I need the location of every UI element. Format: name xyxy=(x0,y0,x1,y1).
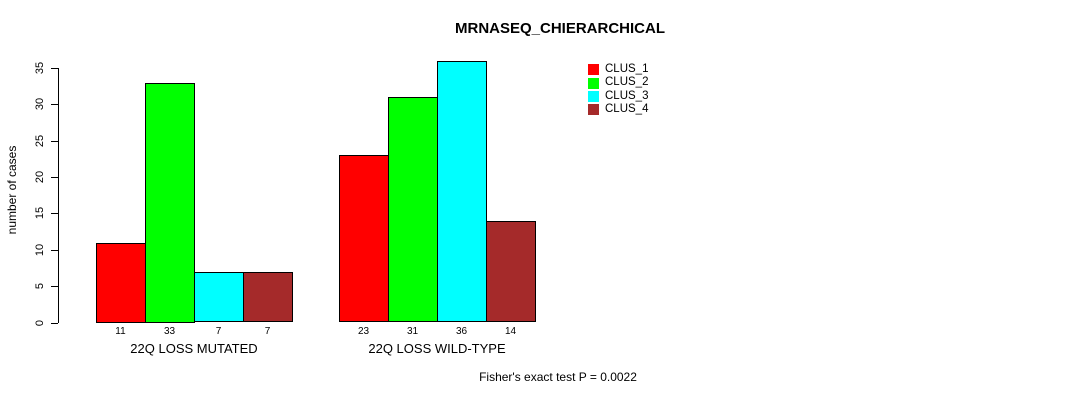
y-tick-mark xyxy=(51,140,58,142)
legend-swatch-clus_4 xyxy=(588,104,599,116)
bar-clus_4-1 xyxy=(243,271,293,323)
y-axis-line xyxy=(58,68,59,323)
group-label: 22Q LOSS WILD-TYPE xyxy=(368,341,506,356)
legend-label: CLUS_3 xyxy=(605,89,649,102)
legend-item-clus_1: CLUS_1 xyxy=(588,63,648,76)
y-tick-mark xyxy=(51,249,58,251)
bar-clus_2-1 xyxy=(145,82,195,323)
legend-label: CLUS_4 xyxy=(605,103,649,116)
bar-value-label: 7 xyxy=(264,326,271,337)
y-tick-label: 35 xyxy=(34,61,46,75)
bar-value-label: 7 xyxy=(215,326,222,337)
legend-swatch-clus_1 xyxy=(588,64,599,76)
bar-clus_3-2 xyxy=(437,60,487,323)
y-tick-label: 10 xyxy=(34,243,46,256)
group-label: 22Q LOSS MUTATED xyxy=(130,341,258,356)
bar-value-label: 11 xyxy=(115,326,126,337)
bar-value-label: 36 xyxy=(455,326,468,337)
y-axis-title: number of cases xyxy=(5,145,19,235)
bar-clus_3-1 xyxy=(194,271,244,323)
y-tick-label: 30 xyxy=(34,98,46,111)
chart-title: MRNASEQ_CHIERARCHICAL xyxy=(454,20,666,37)
y-tick-mark xyxy=(51,213,58,215)
legend-label: CLUS_1 xyxy=(605,63,649,75)
bar-clus_4-2 xyxy=(486,220,536,323)
y-tick-label: 0 xyxy=(34,319,46,326)
bar-value-label: 23 xyxy=(357,326,370,337)
y-tick-label: 5 xyxy=(34,283,46,290)
legend-item-clus_4: CLUS_4 xyxy=(588,103,648,116)
legend-swatch-clus_2 xyxy=(588,77,599,89)
legend-label: CLUS_2 xyxy=(605,76,649,89)
y-tick-label: 20 xyxy=(34,170,46,184)
legend: CLUS_1 CLUS_2 CLUS_3 CLUS_4 xyxy=(588,63,648,117)
y-tick-mark xyxy=(51,68,58,69)
statistical-test-note: Fisher's exact test P = 0.0022 xyxy=(479,370,637,384)
bar-clus_1-1 xyxy=(96,242,146,323)
y-tick-mark xyxy=(51,177,58,179)
legend-swatch-clus_3 xyxy=(588,90,599,102)
bar-value-label: 31 xyxy=(406,326,419,337)
legend-item-clus_3: CLUS_3 xyxy=(588,90,648,103)
y-tick-label: 25 xyxy=(34,134,46,147)
bar-clus_2-2 xyxy=(388,97,438,323)
bar-value-label: 33 xyxy=(163,326,176,337)
y-tick-label: 15 xyxy=(34,207,46,220)
y-tick-mark xyxy=(51,104,58,106)
bar-clus_1-2 xyxy=(339,155,389,323)
legend-item-clus_2: CLUS_2 xyxy=(588,76,648,89)
bar-value-label: 14 xyxy=(504,326,517,337)
y-tick-mark xyxy=(51,322,58,324)
y-tick-mark xyxy=(51,286,58,288)
